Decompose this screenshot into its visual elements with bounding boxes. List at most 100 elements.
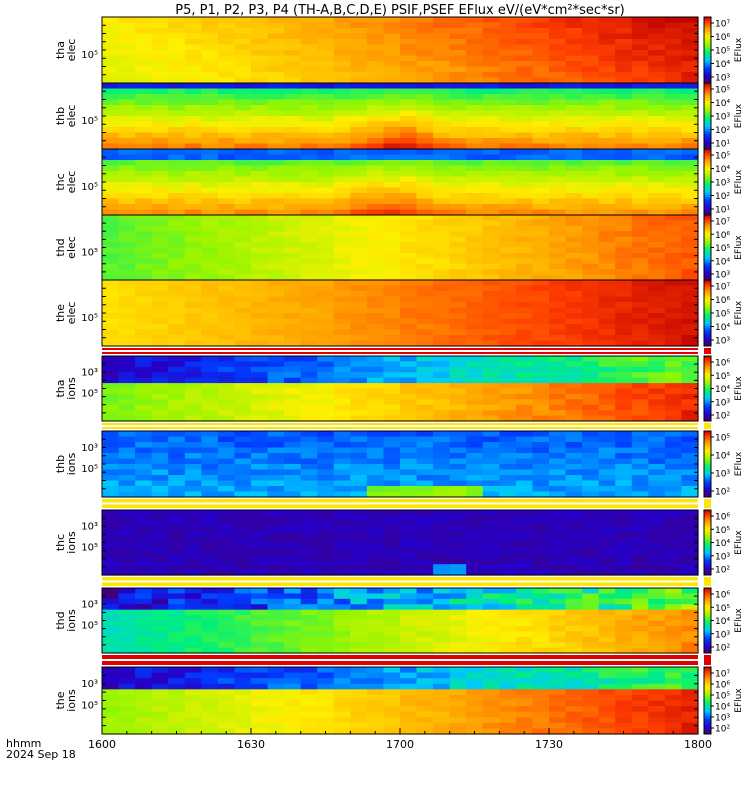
colorbar-segment xyxy=(704,418,711,422)
heatmap-cell xyxy=(234,110,252,117)
heatmap-cell xyxy=(482,307,500,314)
heatmap-cell xyxy=(400,486,418,493)
heatmap-cell xyxy=(317,33,335,40)
heatmap-cell xyxy=(515,335,534,342)
heatmap-cell xyxy=(366,329,385,336)
heatmap-cell xyxy=(582,335,600,342)
heatmap-cell xyxy=(532,236,550,243)
heatmap-cell xyxy=(201,340,219,347)
heatmap-cell xyxy=(631,647,649,654)
heatmap-cell xyxy=(168,415,186,422)
heatmap-cell xyxy=(118,291,136,298)
heatmap-cell xyxy=(135,453,153,460)
heatmap-cell xyxy=(615,340,633,347)
heatmap-cell xyxy=(582,393,600,400)
heatmap-cell xyxy=(118,431,136,438)
heatmap-cell xyxy=(168,480,186,487)
colorbar-tick-label: 10⁶ xyxy=(715,591,730,601)
heatmap-cell xyxy=(118,296,136,303)
heatmap-cell xyxy=(416,340,434,347)
heatmap-cell xyxy=(615,372,633,379)
heatmap-cell xyxy=(482,388,500,395)
heatmap-cell xyxy=(184,431,202,438)
heatmap-cell xyxy=(664,263,683,270)
heatmap-cell xyxy=(681,22,699,29)
heatmap-cell xyxy=(333,526,351,533)
heatmap-cell xyxy=(648,604,666,611)
heatmap-cell xyxy=(515,88,534,95)
heatmap-cell xyxy=(449,258,467,265)
heatmap-cell xyxy=(102,99,120,106)
heatmap-cell xyxy=(135,66,153,73)
heatmap-cell xyxy=(168,269,186,276)
colorbar-segment xyxy=(704,120,711,124)
heatmap-cell xyxy=(102,66,120,73)
heatmap-cell xyxy=(416,377,434,384)
heatmap-cell xyxy=(350,372,368,379)
colorbar-segment xyxy=(704,225,711,229)
heatmap-cell xyxy=(300,683,318,690)
heatmap-cell xyxy=(648,209,666,216)
heatmap-cell xyxy=(333,198,351,205)
heatmap-cell xyxy=(433,28,451,35)
heatmap-cell xyxy=(317,324,335,331)
heatmap-cell xyxy=(184,377,202,384)
heatmap-cell xyxy=(433,372,451,379)
heatmap-cell xyxy=(151,469,169,476)
heatmap-cell xyxy=(582,604,600,611)
heatmap-cell xyxy=(416,615,434,622)
heatmap-cell xyxy=(184,269,202,276)
heatmap-cell xyxy=(284,83,302,90)
heatmap-cell xyxy=(135,263,153,270)
heatmap-cell xyxy=(267,17,285,24)
heatmap-cell xyxy=(416,609,434,616)
heatmap-cell xyxy=(267,55,285,62)
heatmap-cell xyxy=(449,491,467,498)
heatmap-cell xyxy=(135,526,153,533)
heatmap-cell xyxy=(515,225,534,232)
heatmap-cell xyxy=(416,361,434,368)
heatmap-cell xyxy=(251,458,269,465)
heatmap-cell xyxy=(151,329,169,336)
heatmap-cell xyxy=(664,116,683,123)
heatmap-cell xyxy=(284,252,302,259)
heatmap-cell xyxy=(184,39,202,46)
heatmap-cell xyxy=(135,176,153,183)
heatmap-cell xyxy=(317,372,335,379)
heatmap-cell xyxy=(234,187,252,194)
heatmap-cell xyxy=(648,667,666,674)
heatmap-cell xyxy=(118,263,136,270)
colorbar-segment xyxy=(704,219,711,222)
heatmap-cell xyxy=(300,383,318,390)
heatmap-cell xyxy=(234,160,252,167)
heatmap-cell xyxy=(350,399,368,406)
heatmap-cell xyxy=(482,404,500,411)
heatmap-cell xyxy=(333,453,351,460)
heatmap-cell xyxy=(664,110,683,117)
heatmap-cell xyxy=(151,83,169,90)
heatmap-cell xyxy=(664,604,683,611)
heatmap-cell xyxy=(151,711,169,718)
heatmap-cell xyxy=(184,510,202,517)
heatmap-cell xyxy=(333,204,351,211)
heatmap-cell xyxy=(416,143,434,150)
heatmap-cell xyxy=(184,72,202,79)
heatmap-cell xyxy=(565,542,583,549)
heatmap-cell xyxy=(664,252,683,259)
heatmap-cell xyxy=(383,453,401,460)
heatmap-cell xyxy=(383,313,401,320)
heatmap-cell xyxy=(135,105,153,112)
heatmap-cell xyxy=(151,553,169,560)
heatmap-cell xyxy=(118,236,136,243)
heatmap-cell xyxy=(466,165,484,172)
heatmap-cell xyxy=(201,28,219,35)
heatmap-cell xyxy=(102,542,120,549)
heatmap-cell xyxy=(631,609,649,616)
heatmap-cell xyxy=(615,171,633,178)
heatmap-cell xyxy=(168,165,186,172)
heatmap-cell xyxy=(499,431,517,438)
heatmap-cell xyxy=(466,436,484,443)
heatmap-cell xyxy=(532,480,550,487)
heatmap-cell xyxy=(681,442,699,449)
